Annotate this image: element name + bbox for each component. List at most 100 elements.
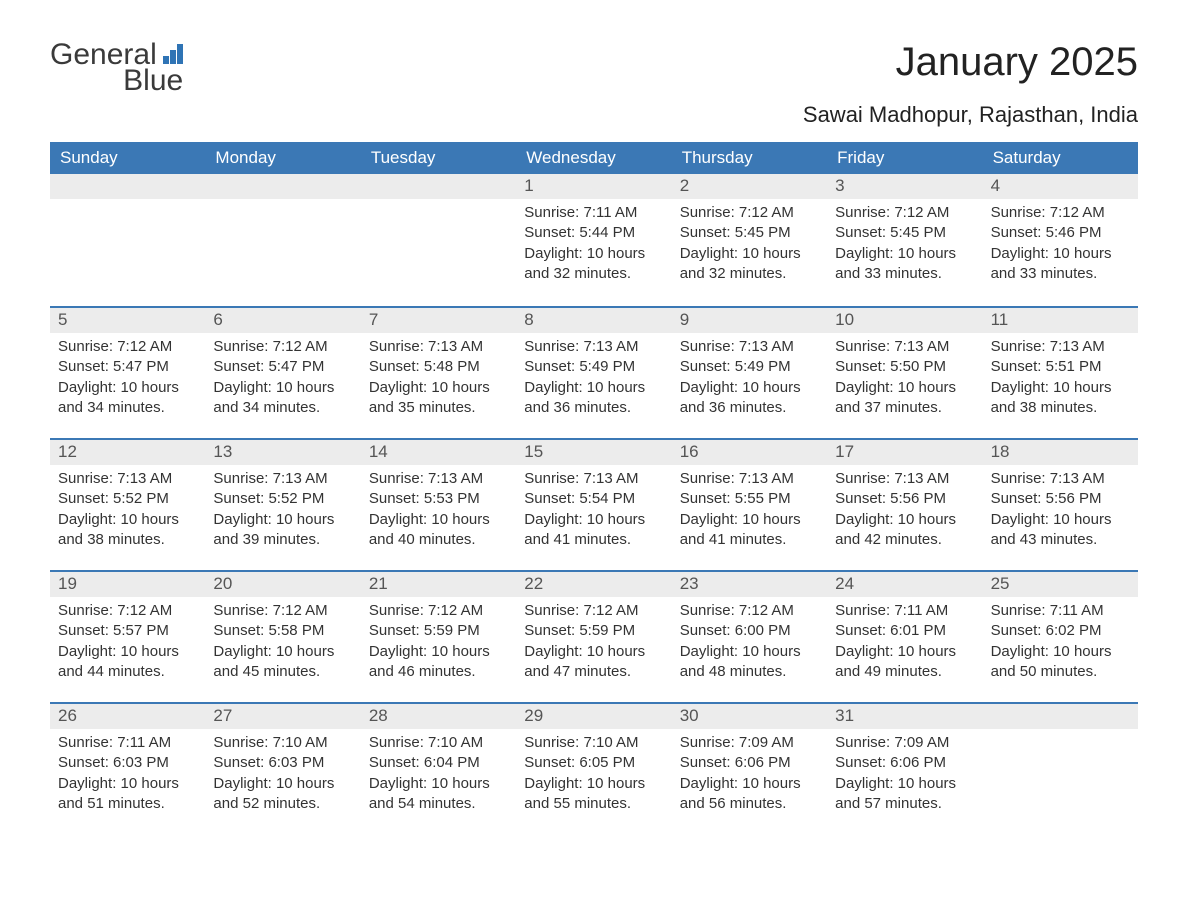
sunrise-line: Sunrise: 7:12 AM: [369, 601, 508, 621]
sunset-line: Sunset: 5:45 PM: [680, 223, 819, 243]
sunset-line: Sunset: 5:55 PM: [680, 489, 819, 509]
sunset-line: Sunset: 5:52 PM: [58, 489, 197, 509]
calendar-cell: 1Sunrise: 7:11 AMSunset: 5:44 PMDaylight…: [516, 174, 671, 306]
day-body: Sunrise: 7:13 AMSunset: 5:49 PMDaylight:…: [516, 333, 671, 418]
header: General Blue January 2025: [50, 40, 1138, 96]
dayhead-monday: Monday: [205, 142, 360, 174]
daylight-line: Daylight: 10 hours and 52 minutes.: [213, 774, 352, 815]
day-number: 5: [50, 308, 205, 333]
day-body: Sunrise: 7:12 AMSunset: 5:59 PMDaylight:…: [361, 597, 516, 682]
dayhead-saturday: Saturday: [983, 142, 1138, 174]
sunrise-line: Sunrise: 7:10 AM: [369, 733, 508, 753]
daylight-line: Daylight: 10 hours and 42 minutes.: [835, 510, 974, 551]
day-body: Sunrise: 7:13 AMSunset: 5:50 PMDaylight:…: [827, 333, 982, 418]
daylight-line: Daylight: 10 hours and 32 minutes.: [524, 244, 663, 285]
sunset-line: Sunset: 5:56 PM: [835, 489, 974, 509]
daylight-line: Daylight: 10 hours and 36 minutes.: [680, 378, 819, 419]
day-number: 3: [827, 174, 982, 199]
day-body: Sunrise: 7:12 AMSunset: 5:47 PMDaylight:…: [50, 333, 205, 418]
daylight-line: Daylight: 10 hours and 37 minutes.: [835, 378, 974, 419]
day-number: 29: [516, 704, 671, 729]
sunrise-line: Sunrise: 7:11 AM: [524, 203, 663, 223]
day-body: Sunrise: 7:13 AMSunset: 5:56 PMDaylight:…: [983, 465, 1138, 550]
calendar-cell: 26Sunrise: 7:11 AMSunset: 6:03 PMDayligh…: [50, 702, 205, 834]
sunset-line: Sunset: 5:47 PM: [213, 357, 352, 377]
sunset-line: Sunset: 6:06 PM: [835, 753, 974, 773]
calendar-cell: 24Sunrise: 7:11 AMSunset: 6:01 PMDayligh…: [827, 570, 982, 702]
sunset-line: Sunset: 5:49 PM: [524, 357, 663, 377]
calendar-cell: 29Sunrise: 7:10 AMSunset: 6:05 PMDayligh…: [516, 702, 671, 834]
day-body: Sunrise: 7:12 AMSunset: 5:57 PMDaylight:…: [50, 597, 205, 682]
sunrise-line: Sunrise: 7:11 AM: [835, 601, 974, 621]
sunset-line: Sunset: 6:03 PM: [213, 753, 352, 773]
daylight-line: Daylight: 10 hours and 36 minutes.: [524, 378, 663, 419]
dayhead-tuesday: Tuesday: [361, 142, 516, 174]
sunrise-line: Sunrise: 7:12 AM: [58, 337, 197, 357]
calendar-cell: 14Sunrise: 7:13 AMSunset: 5:53 PMDayligh…: [361, 438, 516, 570]
day-body: Sunrise: 7:13 AMSunset: 5:48 PMDaylight:…: [361, 333, 516, 418]
daylight-line: Daylight: 10 hours and 56 minutes.: [680, 774, 819, 815]
day-number: .: [361, 174, 516, 199]
day-number: 4: [983, 174, 1138, 199]
sunset-line: Sunset: 5:56 PM: [991, 489, 1130, 509]
day-body: Sunrise: 7:10 AMSunset: 6:03 PMDaylight:…: [205, 729, 360, 814]
dayhead-sunday: Sunday: [50, 142, 205, 174]
sunrise-line: Sunrise: 7:13 AM: [524, 337, 663, 357]
day-body: Sunrise: 7:11 AMSunset: 5:44 PMDaylight:…: [516, 199, 671, 284]
day-number: 18: [983, 440, 1138, 465]
day-number: 13: [205, 440, 360, 465]
brand-logo: General Blue: [50, 40, 183, 96]
sunrise-line: Sunrise: 7:13 AM: [369, 469, 508, 489]
day-body: Sunrise: 7:11 AMSunset: 6:02 PMDaylight:…: [983, 597, 1138, 682]
dayhead-wednesday: Wednesday: [516, 142, 671, 174]
day-number: 19: [50, 572, 205, 597]
daylight-line: Daylight: 10 hours and 51 minutes.: [58, 774, 197, 815]
sunset-line: Sunset: 5:48 PM: [369, 357, 508, 377]
daylight-line: Daylight: 10 hours and 57 minutes.: [835, 774, 974, 815]
day-body: Sunrise: 7:11 AMSunset: 6:01 PMDaylight:…: [827, 597, 982, 682]
day-number: 31: [827, 704, 982, 729]
day-body: Sunrise: 7:13 AMSunset: 5:51 PMDaylight:…: [983, 333, 1138, 418]
sunrise-line: Sunrise: 7:13 AM: [835, 337, 974, 357]
day-body: Sunrise: 7:13 AMSunset: 5:52 PMDaylight:…: [205, 465, 360, 550]
sunrise-line: Sunrise: 7:12 AM: [213, 601, 352, 621]
sunrise-line: Sunrise: 7:13 AM: [991, 469, 1130, 489]
day-body: Sunrise: 7:09 AMSunset: 6:06 PMDaylight:…: [672, 729, 827, 814]
day-body: Sunrise: 7:12 AMSunset: 5:45 PMDaylight:…: [827, 199, 982, 284]
sunset-line: Sunset: 5:47 PM: [58, 357, 197, 377]
sunset-line: Sunset: 6:03 PM: [58, 753, 197, 773]
sunset-line: Sunset: 6:02 PM: [991, 621, 1130, 641]
sunrise-line: Sunrise: 7:10 AM: [524, 733, 663, 753]
calendar-cell: .: [205, 174, 360, 306]
calendar-cell: 4Sunrise: 7:12 AMSunset: 5:46 PMDaylight…: [983, 174, 1138, 306]
calendar-cell: 15Sunrise: 7:13 AMSunset: 5:54 PMDayligh…: [516, 438, 671, 570]
sunrise-line: Sunrise: 7:13 AM: [835, 469, 974, 489]
sunrise-line: Sunrise: 7:12 AM: [524, 601, 663, 621]
day-body: Sunrise: 7:12 AMSunset: 5:58 PMDaylight:…: [205, 597, 360, 682]
daylight-line: Daylight: 10 hours and 43 minutes.: [991, 510, 1130, 551]
calendar-grid: SundayMondayTuesdayWednesdayThursdayFrid…: [50, 142, 1138, 834]
sunrise-line: Sunrise: 7:12 AM: [680, 601, 819, 621]
sunset-line: Sunset: 6:06 PM: [680, 753, 819, 773]
calendar-cell: 25Sunrise: 7:11 AMSunset: 6:02 PMDayligh…: [983, 570, 1138, 702]
calendar-cell: 10Sunrise: 7:13 AMSunset: 5:50 PMDayligh…: [827, 306, 982, 438]
daylight-line: Daylight: 10 hours and 35 minutes.: [369, 378, 508, 419]
calendar-cell: 12Sunrise: 7:13 AMSunset: 5:52 PMDayligh…: [50, 438, 205, 570]
day-number: 20: [205, 572, 360, 597]
sunset-line: Sunset: 5:59 PM: [369, 621, 508, 641]
daylight-line: Daylight: 10 hours and 33 minutes.: [835, 244, 974, 285]
calendar-cell: 13Sunrise: 7:13 AMSunset: 5:52 PMDayligh…: [205, 438, 360, 570]
daylight-line: Daylight: 10 hours and 39 minutes.: [213, 510, 352, 551]
day-number: 14: [361, 440, 516, 465]
day-number: 6: [205, 308, 360, 333]
day-body: Sunrise: 7:12 AMSunset: 6:00 PMDaylight:…: [672, 597, 827, 682]
daylight-line: Daylight: 10 hours and 34 minutes.: [213, 378, 352, 419]
day-body: Sunrise: 7:13 AMSunset: 5:54 PMDaylight:…: [516, 465, 671, 550]
sunset-line: Sunset: 5:51 PM: [991, 357, 1130, 377]
calendar-cell: 18Sunrise: 7:13 AMSunset: 5:56 PMDayligh…: [983, 438, 1138, 570]
day-body: Sunrise: 7:12 AMSunset: 5:59 PMDaylight:…: [516, 597, 671, 682]
day-number: 22: [516, 572, 671, 597]
day-number: 8: [516, 308, 671, 333]
day-number: 1: [516, 174, 671, 199]
sunset-line: Sunset: 5:49 PM: [680, 357, 819, 377]
